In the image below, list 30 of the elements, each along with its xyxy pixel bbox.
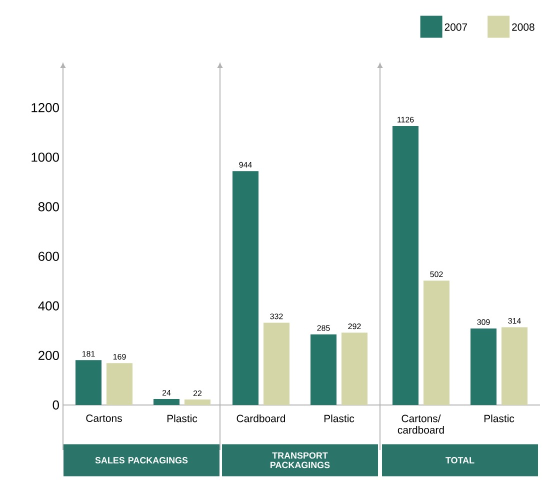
bar [502, 327, 528, 406]
bar [470, 328, 497, 406]
y-tick-label: 600 [38, 252, 59, 261]
x-tick-label: Plastic [484, 414, 514, 422]
bar [106, 363, 132, 406]
y-tick-label: 800 [38, 202, 59, 212]
x-tick-label: Plastic [324, 414, 354, 422]
x-tick-label: Plastic [167, 414, 198, 422]
text: SALES PACKAGINGS [95, 457, 188, 464]
bar [76, 360, 102, 406]
y-tick-label: 400 [38, 301, 59, 310]
legend-label: 2008 [512, 23, 534, 31]
bar [424, 280, 450, 406]
x-tick-label: Cardboard [236, 414, 286, 422]
bar [184, 400, 210, 406]
y-tick-label: 0 [52, 400, 59, 410]
bar [392, 126, 419, 406]
legend-label: 2007 [444, 23, 468, 31]
bar [310, 334, 337, 406]
y-tick-label: 1200 [32, 103, 59, 112]
y-tick-label: 1000 [32, 152, 59, 162]
bar [342, 332, 368, 406]
x-tick-label: Cartons [86, 414, 122, 422]
bar [264, 322, 290, 406]
x-tick-label: Cartons/ cardboard [398, 414, 444, 434]
text: TRANSPORT PACKAGINGS [270, 452, 330, 468]
bar [154, 399, 180, 406]
y-tick-label: 200 [38, 350, 59, 360]
text: TOTAL [446, 457, 474, 464]
bar [232, 171, 259, 406]
